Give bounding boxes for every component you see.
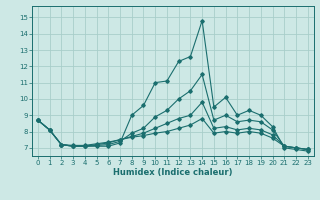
X-axis label: Humidex (Indice chaleur): Humidex (Indice chaleur) [113,168,233,177]
